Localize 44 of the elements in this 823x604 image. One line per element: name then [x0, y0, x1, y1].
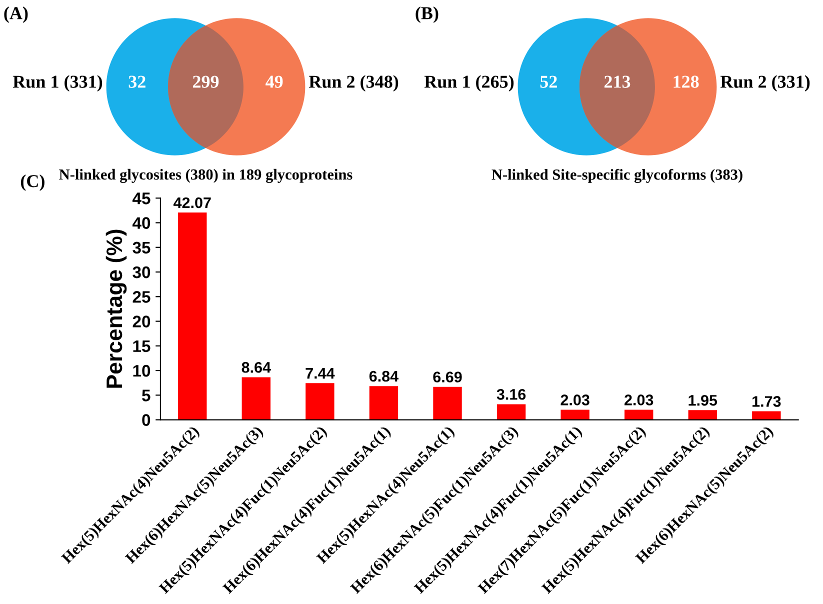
data-label: 2.03 — [624, 394, 654, 406]
text: Run 1 (265) — [424, 75, 514, 92]
data-label: 1.95 — [688, 394, 718, 406]
y-tick-label: 40 — [132, 217, 150, 229]
y-tick-label: 30 — [132, 266, 150, 278]
data-label: 213 — [604, 76, 630, 88]
y-tick-label: 5 — [142, 390, 150, 402]
y-tick-label: 35 — [132, 242, 150, 254]
y-tick-label: 25 — [132, 291, 150, 303]
text: N-linked Site-specific glycoforms (383) — [492, 168, 742, 183]
data-label: 6.69 — [433, 372, 462, 382]
data-label: 1.73 — [752, 396, 781, 407]
bar — [178, 212, 207, 420]
data-label: 52 — [540, 76, 557, 88]
data-label: 299 — [192, 76, 219, 88]
bar — [560, 410, 590, 420]
text: (A) — [4, 6, 28, 23]
text: Run 1 (331) — [12, 75, 102, 92]
bar — [306, 383, 334, 420]
y-tick-label: 15 — [133, 340, 150, 352]
data-label: 7.44 — [306, 368, 335, 379]
text: (B) — [416, 6, 438, 23]
bar — [369, 386, 398, 420]
data-label: 3.16 — [496, 388, 526, 400]
y-tick-label: 45 — [132, 192, 150, 204]
y-tick-label: 0 — [142, 414, 150, 426]
data-label: 32 — [128, 76, 146, 88]
y-axis-title: Percentage (%) — [106, 230, 127, 388]
bar — [496, 404, 526, 420]
data-label: 2.03 — [560, 394, 590, 406]
data-label: 8.64 — [242, 362, 271, 373]
bar — [688, 410, 717, 420]
data-label: 128 — [674, 76, 699, 88]
data-label: 6.84 — [369, 370, 399, 382]
bar — [242, 377, 271, 420]
chart-title: (C) — [20, 174, 44, 191]
y-tick-label: 20 — [132, 316, 150, 328]
data-label: 49 — [266, 76, 283, 88]
text: N-linked glycosites (380) in 189 glycoproteins — [59, 168, 352, 183]
y-tick-label: 10 — [133, 364, 150, 377]
text: Run 2 (331) — [720, 75, 810, 92]
data-label: 42.07 — [173, 197, 211, 208]
text: Run 2 (348) — [308, 75, 398, 92]
bar — [433, 386, 462, 420]
